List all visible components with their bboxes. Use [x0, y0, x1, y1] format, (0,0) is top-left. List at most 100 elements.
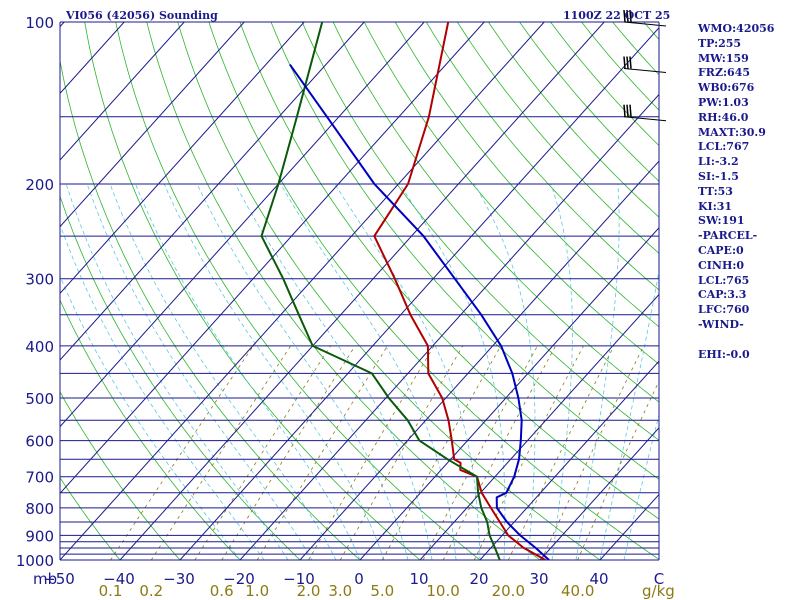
isotherm [60, 22, 185, 161]
dewpoint-line [260, 22, 501, 560]
temperature-axis-labels: −50 −40 −30 −20 −10 0 10 20 30 40 C [43, 570, 664, 588]
temperature-tick-label: C [654, 570, 664, 588]
isotherm [359, 227, 659, 560]
index-cinh: CINH:0 [698, 258, 745, 272]
index-cape: CAPE:0 [698, 243, 744, 257]
parcel-line [289, 64, 550, 560]
mixing-ratio-axis-labels: 0.1 0.2 0.6 1.0 2.0 3.0 5.0 10.0 20.0 40.0 [99, 582, 595, 600]
isotherm [479, 360, 659, 560]
index-mw: MW:159 [698, 51, 749, 65]
temperature-tick-label: 10 [409, 570, 428, 588]
sounding-title: VI056 (42056) Sounding [65, 9, 218, 22]
wind-barb-flag [629, 9, 632, 23]
mixing-ratio-label: 0.1 [99, 582, 123, 600]
dry-adiabat [456, 22, 659, 254]
mixing-ratio-unit-label: g/kg [642, 582, 675, 600]
temperature-tick-label: 0 [354, 570, 364, 588]
index-wb0: WB0:676 [698, 81, 755, 95]
dry-adiabat [60, 391, 181, 560]
isotherm [299, 160, 659, 560]
isotherm [60, 22, 305, 295]
valid-time: 1100Z 22 OCT 25 [563, 9, 670, 22]
mixing-ratio-label: 20.0 [492, 582, 525, 600]
dry-adiabat [332, 22, 659, 403]
index-tt: TT:53 [698, 184, 733, 198]
pressure-tick-label: 600 [25, 433, 54, 451]
dry-adiabat [146, 22, 541, 560]
index-pw: PW:1.03 [698, 95, 749, 109]
index-lfc: LFC:760 [698, 303, 750, 317]
plot-background [60, 22, 659, 560]
isotherm [419, 293, 659, 560]
index-si: SI:-1.5 [698, 169, 739, 183]
temperature-tick-label: 20 [469, 570, 488, 588]
isotherm [179, 27, 659, 560]
index-sw: SW:191 [698, 214, 745, 228]
dry-adiabat [270, 22, 659, 480]
index-parcel-header: -PARCEL- [698, 229, 758, 243]
wind-barb-flag [629, 104, 632, 117]
pressure-tick-label: 200 [25, 176, 54, 194]
wind-barb-flag [626, 56, 629, 69]
profile-lines [260, 22, 550, 560]
wind-barb-flag [623, 104, 626, 117]
index-ehi: EHI:-0.0 [698, 347, 750, 361]
dry-adiabat [60, 477, 121, 560]
index-frz: FRZ:645 [698, 66, 751, 80]
dry-adiabat [84, 22, 421, 560]
index-wmo: WMO:42056 [698, 22, 775, 35]
temperature-line [373, 22, 546, 560]
pressure-tick-label: 800 [25, 500, 54, 518]
isotherm [239, 93, 659, 560]
dry-adiabat [60, 195, 301, 560]
pressure-tick-label: 500 [25, 390, 54, 408]
isotherm [539, 427, 659, 560]
dry-adiabat [115, 22, 481, 560]
pressure-tick-label: 300 [25, 271, 54, 289]
temperature-tick-label: 30 [529, 570, 548, 588]
temperature-tick-label: −10 [283, 570, 315, 588]
temperature-tick-label: −50 [43, 570, 75, 588]
pressure-tick-label: 400 [25, 338, 54, 356]
dry-adiabat [239, 22, 659, 520]
temperature-tick-label: −40 [103, 570, 135, 588]
mixing-ratio-label: 0.2 [139, 582, 163, 600]
mixing-ratio-label: 5.0 [370, 582, 394, 600]
index-rh: RH:46.0 [698, 110, 749, 124]
mixing-ratio-label: 10.0 [426, 582, 459, 600]
temperature-tick-label: −30 [163, 570, 195, 588]
wind-barb-flag [626, 104, 629, 117]
isobars [60, 21, 659, 561]
isotherm [60, 22, 485, 495]
isotherms [60, 22, 659, 560]
index-cap: CAP:3.3 [698, 288, 747, 302]
dry-adiabat [363, 22, 659, 365]
plot-frame [59, 22, 660, 560]
isotherm [60, 22, 245, 228]
pressure-tick-label: 100 [25, 14, 54, 32]
dry-adiabat [60, 299, 241, 560]
indices-panel: WMO:42056 TP:255 MW:159 FRZ:645 WB0:676 PW:1.… [698, 22, 798, 362]
mixing-ratio-label: 1.0 [245, 582, 269, 600]
mixing-ratio-label: 40.0 [561, 582, 594, 600]
pressure-unit-label: mb [33, 570, 57, 588]
index-parcel-lcl: LCL:765 [698, 273, 750, 287]
pressure-tick-label: 700 [25, 469, 54, 487]
mixing-ratio-label: 0.6 [210, 582, 234, 600]
index-wind-header: -WIND- [698, 317, 744, 331]
moist-adiabat [86, 183, 313, 560]
mixing-ratio-label: 2.0 [297, 582, 321, 600]
isotherm [60, 22, 545, 560]
dry-adiabat [301, 22, 659, 441]
pressure-tick-label: 900 [25, 527, 54, 545]
mixing-ratio-label: 3.0 [328, 582, 352, 600]
pressure-tick-label: 1000 [16, 552, 54, 570]
wind-barb-flag [629, 56, 632, 69]
index-li: LI:-3.2 [698, 155, 739, 169]
isotherm [60, 22, 365, 361]
wind-barb-flag [623, 56, 626, 69]
moist-adiabat [235, 183, 433, 560]
dry-adiabat [425, 22, 659, 291]
temperature-tick-label: 40 [589, 570, 608, 588]
